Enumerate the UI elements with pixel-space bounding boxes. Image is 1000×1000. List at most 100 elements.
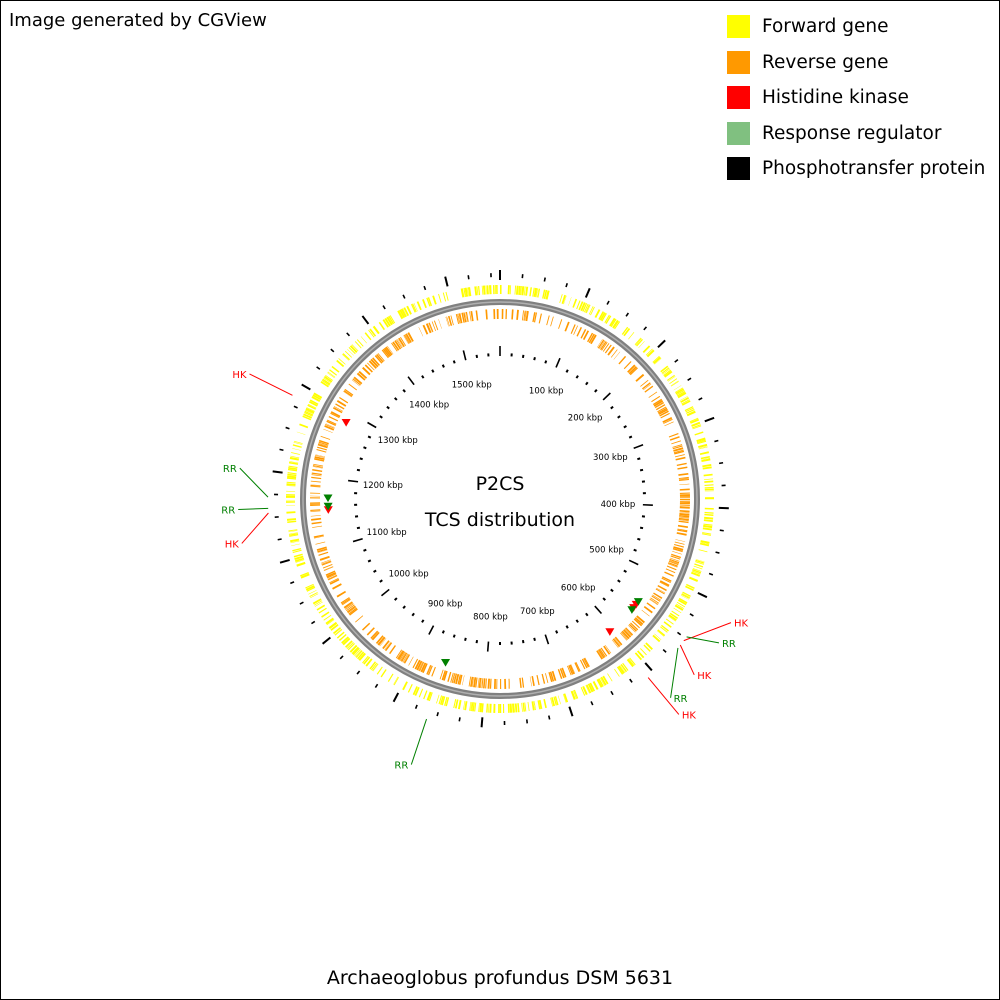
- forward-gene: [332, 627, 342, 635]
- forward-gene: [702, 466, 712, 470]
- reverse-gene: [310, 497, 321, 499]
- forward-gene: [321, 611, 330, 618]
- reverse-gene: [650, 597, 660, 604]
- reverse-gene: [641, 609, 650, 617]
- reverse-gene: [387, 345, 394, 355]
- forward-gene: [553, 696, 557, 706]
- reverse-gene: [318, 441, 329, 446]
- forward-gene: [498, 703, 500, 713]
- forward-gene: [427, 297, 433, 307]
- reverse-gene: [532, 312, 536, 323]
- forward-gene: [412, 686, 418, 696]
- reverse-gene: [462, 675, 465, 686]
- scale-tick-label: 1200 kbp: [363, 481, 403, 491]
- scale-tick: [380, 588, 390, 597]
- reverse-gene: [361, 622, 371, 631]
- reverse-gene: [623, 629, 632, 638]
- forward-gene: [685, 407, 694, 413]
- forward-gene: [645, 642, 653, 650]
- reverse-gene: [447, 315, 453, 326]
- scale-tick-label: 1100 kbp: [367, 528, 407, 538]
- reverse-gene: [344, 388, 354, 396]
- scale-tick: [394, 597, 398, 601]
- scale-tick: [452, 360, 456, 364]
- forward-gene: [289, 456, 300, 461]
- reverse-gene: [678, 476, 689, 480]
- reverse-gene: [633, 618, 643, 627]
- forward-gene: [693, 565, 703, 570]
- response-regulator-marker: [323, 502, 333, 511]
- reverse-gene: [673, 447, 684, 452]
- reverse-gene: [371, 631, 380, 641]
- reverse-gene: [599, 648, 606, 658]
- reverse-gene: [340, 597, 350, 604]
- reverse-gene: [524, 310, 527, 321]
- reverse-gene: [383, 347, 392, 357]
- forward-gene: [412, 303, 417, 313]
- reverse-gene: [546, 315, 550, 326]
- forward-gene: [286, 477, 297, 480]
- outer-tick: [689, 613, 694, 617]
- forward-gene: [314, 601, 323, 607]
- reverse-gene: [620, 631, 629, 640]
- forward-gene: [701, 458, 711, 462]
- feature-label: HK: [697, 671, 712, 682]
- reverse-gene: [395, 649, 403, 659]
- forward-gene: [342, 353, 351, 361]
- reverse-gene: [310, 484, 321, 487]
- scale-tick: [585, 612, 589, 617]
- forward-gene-track: [286, 285, 715, 713]
- forward-gene: [499, 703, 502, 713]
- reverse-gene: [450, 315, 454, 326]
- forward-gene: [442, 292, 447, 302]
- scale-tick: [633, 443, 644, 450]
- forward-gene: [445, 697, 450, 707]
- forward-gene: [299, 423, 309, 429]
- reverse-gene: [310, 503, 321, 505]
- scale-tick: [402, 389, 406, 393]
- forward-gene: [300, 572, 309, 577]
- outer-tick: [321, 636, 331, 645]
- forward-gene: [389, 315, 396, 324]
- outer-tick: [279, 448, 284, 452]
- forward-gene: [438, 695, 443, 705]
- forward-gene: [535, 288, 538, 298]
- forward-gene: [294, 555, 304, 561]
- reverse-gene: [447, 671, 452, 682]
- reverse-gene: [310, 486, 321, 488]
- reverse-gene: [521, 310, 525, 321]
- reverse-gene: [362, 366, 371, 376]
- reverse-gene: [316, 546, 327, 551]
- reverse-gene: [328, 415, 339, 422]
- forward-gene: [533, 701, 536, 711]
- reverse-gene: [519, 677, 522, 688]
- forward-gene: [288, 529, 298, 532]
- forward-gene: [694, 563, 704, 568]
- reverse-gene: [583, 658, 589, 668]
- reverse-gene: [396, 339, 403, 349]
- reverse-gene: [614, 637, 621, 647]
- outer-tick: [719, 529, 724, 532]
- forward-gene: [290, 538, 300, 543]
- reverse-gene: [321, 559, 331, 564]
- reverse-gene: [657, 407, 668, 414]
- forward-gene: [474, 286, 478, 296]
- reverse-gene: [649, 599, 658, 606]
- forward-gene: [654, 633, 662, 640]
- reverse-gene: [597, 650, 604, 659]
- forward-gene: [681, 593, 691, 598]
- scale-tick: [585, 381, 589, 386]
- forward-gene: [704, 490, 714, 492]
- forward-gene: [652, 355, 660, 363]
- reverse-gene: [648, 391, 658, 398]
- reverse-gene: [672, 445, 683, 450]
- forward-gene: [388, 315, 395, 325]
- reverse-gene: [541, 673, 546, 684]
- reverse-gene: [324, 425, 335, 431]
- scale-tick: [363, 548, 367, 552]
- forward-gene: [286, 500, 296, 502]
- outer-tick: [676, 631, 682, 636]
- reverse-gene: [428, 322, 433, 333]
- forward-gene: [432, 295, 437, 305]
